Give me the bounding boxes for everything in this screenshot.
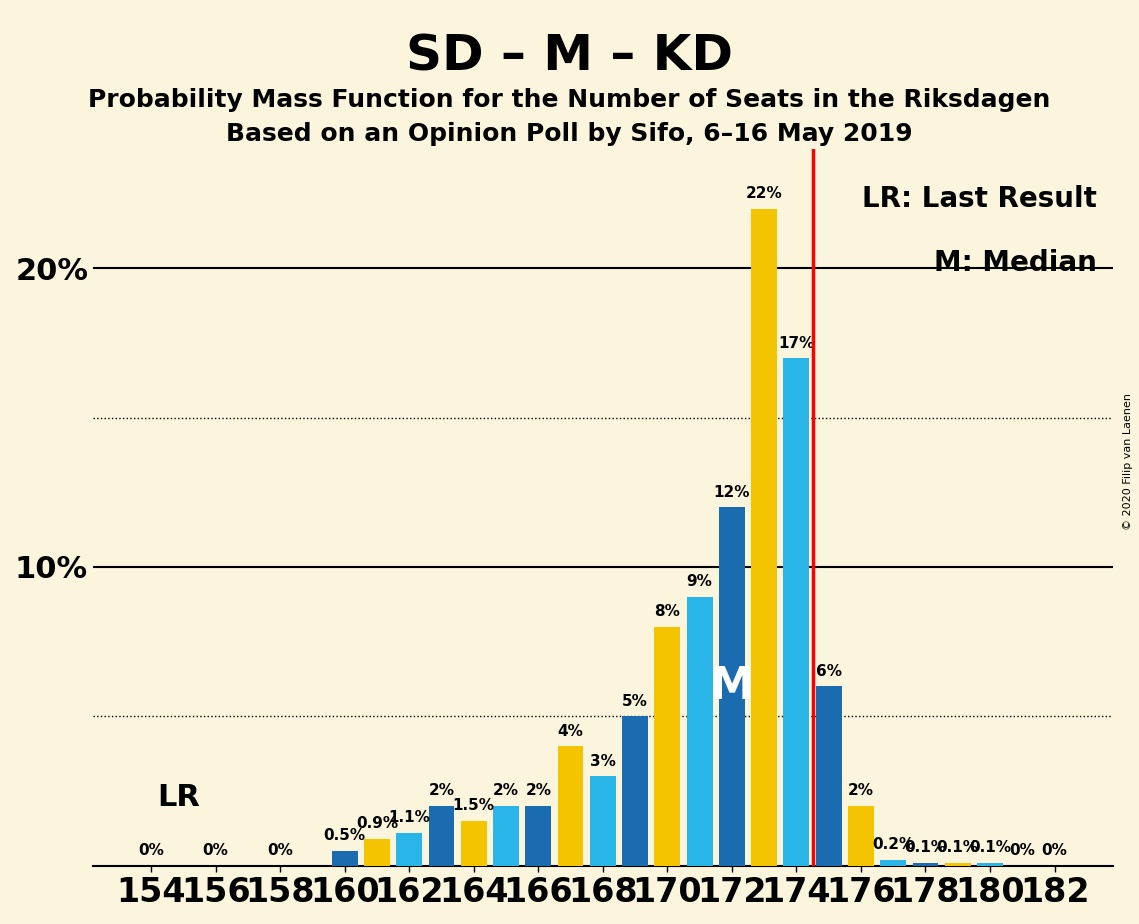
Text: 0%: 0% [138,843,164,858]
Text: 0%: 0% [268,843,293,858]
Text: 4%: 4% [558,723,583,738]
Text: 8%: 8% [655,604,680,619]
Text: LR: LR [157,783,200,812]
Text: 0.1%: 0.1% [904,840,947,855]
Bar [816,687,842,866]
Text: M: Median: M: Median [934,249,1097,277]
Text: 0.5%: 0.5% [323,828,366,844]
Text: 3%: 3% [590,754,616,769]
Text: 2%: 2% [493,784,519,798]
Text: 1.5%: 1.5% [452,798,494,813]
Text: 17%: 17% [778,335,814,350]
Text: 5%: 5% [622,694,648,709]
Text: © 2020 Filip van Laenen: © 2020 Filip van Laenen [1123,394,1133,530]
Text: Based on an Opinion Poll by Sifo, 6–16 May 2019: Based on an Opinion Poll by Sifo, 6–16 M… [227,122,912,146]
Text: 2%: 2% [525,784,551,798]
Text: Probability Mass Function for the Number of Seats in the Riksdagen: Probability Mass Function for the Number… [89,88,1050,112]
Text: 0%: 0% [1041,843,1067,858]
Text: 0%: 0% [1009,843,1035,858]
Bar [912,863,939,866]
Bar [752,209,777,866]
Bar [461,821,486,866]
Bar [687,597,713,866]
Bar [849,806,874,866]
Text: 0.9%: 0.9% [355,816,398,832]
Bar [622,716,648,866]
Text: 9%: 9% [687,575,713,590]
Text: 0.1%: 0.1% [969,840,1011,855]
Bar [331,851,358,866]
Bar [364,839,390,866]
Text: 2%: 2% [428,784,454,798]
Text: 0.2%: 0.2% [872,837,915,852]
Bar [977,863,1003,866]
Bar [880,859,907,866]
Text: 22%: 22% [746,187,782,201]
Bar [590,776,616,866]
Text: 6%: 6% [816,664,842,679]
Text: 12%: 12% [714,485,751,500]
Bar [558,747,583,866]
Bar [719,507,745,866]
Text: LR: Last Result: LR: Last Result [862,185,1097,213]
Text: 0.1%: 0.1% [936,840,978,855]
Text: M: M [710,665,754,708]
Text: SD – M – KD: SD – M – KD [405,32,734,80]
Text: 2%: 2% [847,784,874,798]
Bar [493,806,519,866]
Bar [428,806,454,866]
Text: 1.1%: 1.1% [388,810,431,825]
Bar [525,806,551,866]
Bar [945,863,970,866]
Text: 0%: 0% [203,843,229,858]
Bar [396,833,423,866]
Bar [784,358,810,866]
Bar [655,626,680,866]
